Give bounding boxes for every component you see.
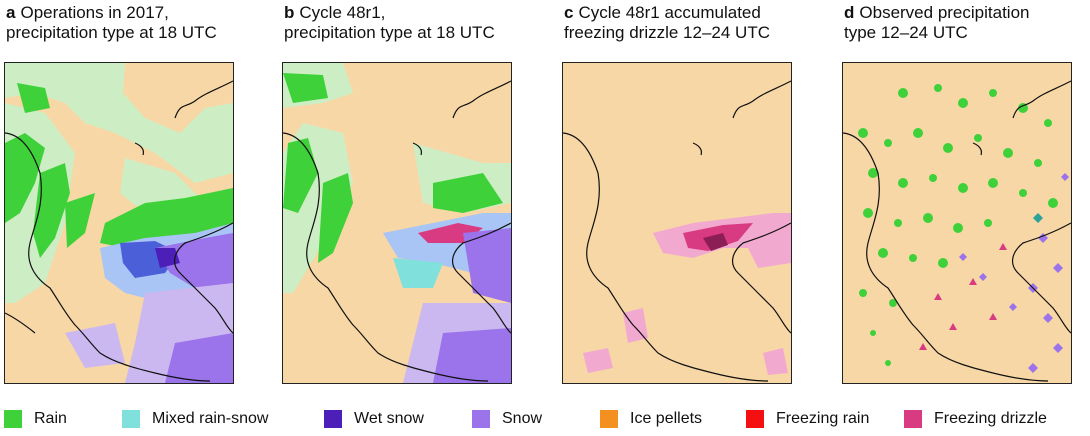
legend-swatch-mixed <box>122 410 140 428</box>
light-snow-southwest-area <box>65 323 125 368</box>
legend-swatch-rain <box>4 410 22 428</box>
map-panel-d <box>842 62 1072 384</box>
mixed-observation <box>1033 213 1043 223</box>
legend-item-freezing-rain: Freezing rain <box>746 406 869 432</box>
map-panel-b <box>282 62 512 384</box>
rain-north-patch <box>283 73 328 103</box>
land-background <box>843 63 1071 383</box>
legend-label-mixed: Mixed rain-snow <box>152 410 269 427</box>
light-fzdz-southeast <box>763 348 788 375</box>
panel-d-title-line1: Observed precipitation <box>859 3 1030 22</box>
legend: Rain Mixed rain-snow Wet snow Snow Ice p… <box>0 406 1090 432</box>
country-borders <box>283 80 511 382</box>
legend-swatch-wet-snow <box>324 410 342 428</box>
panel-b-title: b Cycle 48r1, precipitation type at 18 UT… <box>284 3 524 43</box>
legend-item-wet-snow: Wet snow <box>324 406 424 432</box>
rain-central-band <box>433 173 503 213</box>
panel-b-title-line1: Cycle 48r1, <box>299 3 386 22</box>
legend-item-rain: Rain <box>4 406 67 432</box>
panel-d-title-line2: type 12–24 UTC <box>844 23 968 42</box>
rain-west-band-2 <box>33 163 70 258</box>
rain-north-patch <box>17 83 50 113</box>
rain-west-band <box>283 138 318 213</box>
legend-swatch-snow <box>472 410 490 428</box>
legend-item-snow: Snow <box>472 406 542 432</box>
panel-b-title-line2: precipitation type at 18 UTC <box>284 23 495 42</box>
rain-west-band-3 <box>65 193 95 248</box>
light-rain-north-area <box>5 63 233 183</box>
legend-label-snow: Snow <box>502 410 543 427</box>
country-borders <box>843 80 1071 382</box>
legend-swatch-freezing-rain <box>746 410 764 428</box>
panel-c-letter: c <box>564 3 574 22</box>
legend-item-freezing-drizzle: Freezing drizzle <box>904 406 1047 432</box>
legend-item-ice-pellets: Ice pellets <box>600 406 702 432</box>
wet-snow-core <box>155 248 180 268</box>
legend-swatch-freezing-drizzle <box>904 410 922 428</box>
panel-b-letter: b <box>284 3 295 22</box>
panel-d-letter: d <box>844 3 855 22</box>
legend-label-wet-snow: Wet snow <box>354 410 424 427</box>
country-borders <box>5 80 233 382</box>
map-panel-c <box>562 62 792 384</box>
freezing-drizzle-core <box>703 233 728 251</box>
panel-a-title-line1: Operations in 2017, <box>20 3 169 22</box>
legend-label-ice-pellets: Ice pellets <box>630 410 703 427</box>
rain-observations <box>858 84 1058 366</box>
panel-a-letter: a <box>6 3 16 22</box>
legend-label-rain: Rain <box>34 410 67 427</box>
map-a-svg <box>5 63 233 383</box>
mixed-rain-snow-area <box>393 258 443 288</box>
map-d-svg <box>843 63 1071 383</box>
snow-southeast-area <box>165 333 233 383</box>
country-borders <box>563 80 791 382</box>
panel-c-title-line2: freezing drizzle 12–24 UTC <box>564 23 770 42</box>
legend-swatch-ice-pellets <box>600 410 618 428</box>
rain-west-band <box>5 133 45 223</box>
panel-a-title-line2: precipitation type at 18 UTC <box>6 23 217 42</box>
snow-east-area <box>463 228 511 303</box>
legend-label-freezing-drizzle: Freezing drizzle <box>934 410 1047 427</box>
light-fzdz-east <box>743 233 791 268</box>
rain-west-band-2 <box>318 173 353 263</box>
panel-d-title: d Observed precipitation type 12–24 UTC <box>844 3 1084 43</box>
legend-label-freezing-rain: Freezing rain <box>776 410 870 427</box>
snow-southeast-area <box>433 328 511 383</box>
map-c-svg <box>563 63 791 383</box>
legend-item-mixed: Mixed rain-snow <box>122 406 268 432</box>
map-b-svg <box>283 63 511 383</box>
map-panel-a <box>4 62 234 384</box>
panel-c-title: c Cycle 48r1 accumulated freezing drizzle… <box>564 3 804 43</box>
panel-c-title-line1: Cycle 48r1 accumulated <box>578 3 761 22</box>
panel-a-title: a Operations in 2017, precipitation type … <box>6 3 246 43</box>
freezing-drizzle-observations <box>919 243 1007 350</box>
light-fzdz-south <box>583 348 613 373</box>
